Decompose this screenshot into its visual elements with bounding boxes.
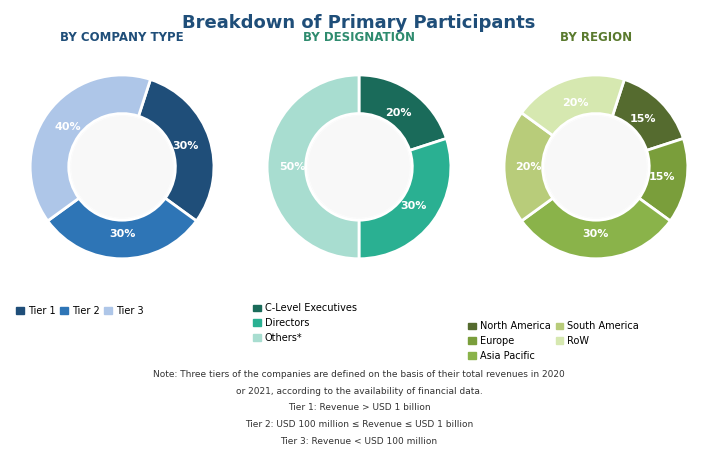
Circle shape xyxy=(544,115,648,218)
Text: 30%: 30% xyxy=(109,229,135,239)
Text: 20%: 20% xyxy=(562,98,589,108)
Text: 50%: 50% xyxy=(279,162,305,172)
Text: 20%: 20% xyxy=(516,162,542,172)
Circle shape xyxy=(70,115,174,218)
Text: 40%: 40% xyxy=(55,122,81,133)
Wedge shape xyxy=(521,198,671,259)
Wedge shape xyxy=(639,138,688,221)
Text: 30%: 30% xyxy=(172,141,199,151)
Wedge shape xyxy=(359,75,447,150)
Wedge shape xyxy=(30,75,151,221)
Wedge shape xyxy=(47,198,197,259)
Wedge shape xyxy=(267,75,359,259)
Text: Note: Three tiers of the companies are defined on the basis of their total reven: Note: Three tiers of the companies are d… xyxy=(153,370,565,379)
Text: 15%: 15% xyxy=(649,172,676,182)
Text: or 2021, according to the availability of financial data.: or 2021, according to the availability o… xyxy=(236,387,482,396)
Title: BY DESIGNATION: BY DESIGNATION xyxy=(303,31,415,44)
Circle shape xyxy=(307,115,411,218)
Wedge shape xyxy=(612,79,684,150)
Circle shape xyxy=(307,115,411,218)
Text: 15%: 15% xyxy=(630,115,657,124)
Wedge shape xyxy=(504,113,553,221)
Text: Tier 1: Revenue > USD 1 billion: Tier 1: Revenue > USD 1 billion xyxy=(288,403,430,412)
Wedge shape xyxy=(139,79,214,221)
Title: BY REGION: BY REGION xyxy=(560,31,632,44)
Text: Tier 3: Revenue < USD 100 million: Tier 3: Revenue < USD 100 million xyxy=(281,437,437,446)
Title: BY COMPANY TYPE: BY COMPANY TYPE xyxy=(60,31,184,44)
Text: 30%: 30% xyxy=(400,201,426,212)
Wedge shape xyxy=(521,75,625,136)
Legend: North America, Europe, Asia Pacific, South America, RoW: North America, Europe, Asia Pacific, Sou… xyxy=(465,318,643,365)
Legend: Tier 1, Tier 2, Tier 3: Tier 1, Tier 2, Tier 3 xyxy=(12,302,147,320)
Text: 30%: 30% xyxy=(583,229,609,239)
Wedge shape xyxy=(359,138,451,259)
Text: 20%: 20% xyxy=(385,108,411,118)
Circle shape xyxy=(70,115,174,218)
Text: Breakdown of Primary Participants: Breakdown of Primary Participants xyxy=(182,14,536,32)
Circle shape xyxy=(544,115,648,218)
Legend: C-Level Executives, Directors, Others*: C-Level Executives, Directors, Others* xyxy=(249,299,360,347)
Text: Tier 2: USD 100 million ≤ Revenue ≤ USD 1 billion: Tier 2: USD 100 million ≤ Revenue ≤ USD … xyxy=(245,420,473,429)
